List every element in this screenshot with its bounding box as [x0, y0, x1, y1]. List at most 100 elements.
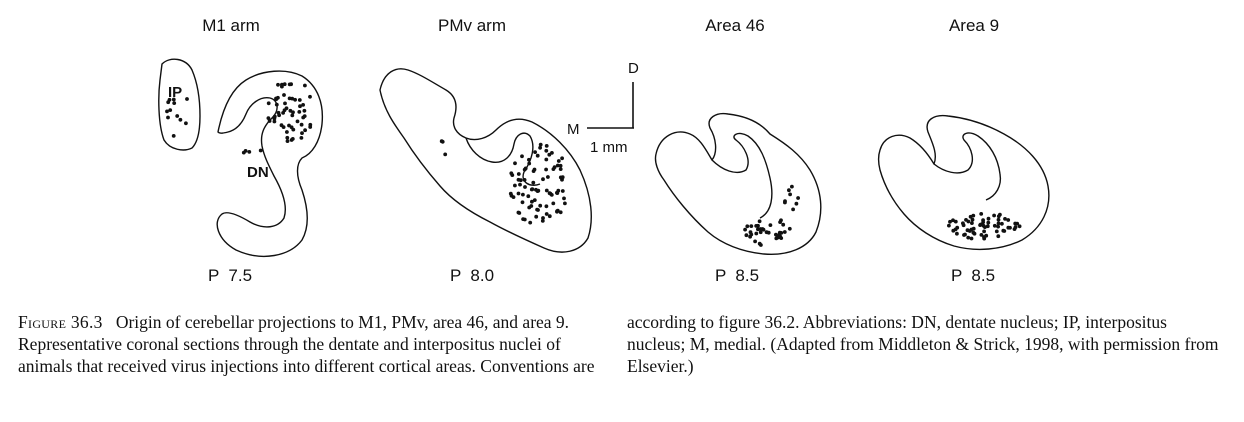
m1-dn-neuron-dot [297, 110, 302, 114]
m1-dn-neuron-dot [287, 82, 292, 87]
area46-dn-neuron-dot [757, 219, 762, 224]
m1-dn-lower-neuron-dot [247, 150, 252, 154]
pmv-dn-neuron-dot [520, 154, 524, 159]
area9-dn-neuron-dot [948, 219, 952, 224]
pmv-dn-neuron-dot [560, 156, 564, 161]
m1-dn-neuron-dot [300, 131, 304, 136]
area46-dn-neuron-dot [781, 222, 786, 227]
ip-label: IP [168, 84, 182, 101]
pmv-dn-lateral-neuron-dot [439, 139, 444, 144]
area46-dn-neuron-dot [774, 232, 778, 237]
pmv-dn-neuron-dot [544, 212, 549, 216]
m1-dn-neuron-dot [288, 108, 293, 113]
m1-dn-neuron-dot [282, 93, 286, 97]
dn-label: DN [247, 164, 269, 181]
m1-dn-neuron-dot [303, 128, 307, 133]
pmv-dn-neuron-dot [518, 182, 522, 187]
area9-dn-neuron-dot [968, 214, 973, 219]
m1-ip-neuron-dot [184, 121, 188, 126]
area46-dn-neuron-dot [787, 226, 792, 231]
pmv-dn-neuron-dot [555, 163, 560, 168]
pmv-dn-neuron-dot [551, 201, 556, 206]
m1-dn-neuron-dot [272, 114, 277, 119]
m1-ip-neuron-dot [185, 97, 189, 101]
m1-dn-neuron-dot [266, 101, 271, 106]
pmv-dn-neuron-dot [547, 214, 552, 219]
area46-dn-upper-neuron-dot [787, 188, 791, 193]
area46-dn-upper-neuron-dot [794, 201, 799, 206]
pmv-dn-neuron-dot [516, 191, 521, 196]
pmv-dn-neuron-dot [538, 145, 542, 150]
area9-dn-neuron-dot [996, 224, 1000, 229]
pmv-dn-neuron-dot [532, 167, 537, 172]
pmv-dn-neuron-dot [556, 159, 561, 163]
m1-ip-neuron-dot [178, 117, 183, 122]
m1-dn-neuron-dot [283, 101, 287, 106]
area46-dn-neuron-dot [779, 236, 784, 241]
pmv-dn-neuron-dot [544, 144, 549, 148]
pmv-dn-neuron-dot [538, 142, 543, 147]
pmv-dn-neuron-dot [517, 211, 522, 215]
area9-dn-neuron-dot [986, 220, 991, 225]
pmv-dn-neuron-dot [540, 219, 545, 223]
m1-dn-neuron-dot [274, 102, 279, 107]
m1-dn-neuron-dot [290, 96, 295, 101]
area46-dn-upper-neuron-dot [788, 192, 792, 197]
area9-dn-neuron-dot [996, 234, 1001, 239]
area9-dn-neuron-dot [951, 228, 956, 233]
area46-dn-neuron-dot [757, 241, 762, 246]
m1-ip-neuron-dot [168, 108, 173, 112]
m1-ip-neuron-dot [171, 134, 176, 138]
area9-fold [933, 132, 1002, 201]
area9-dn-neuron-dot [1017, 224, 1022, 229]
pmv-dn-neuron-dot [513, 183, 517, 188]
area9-dn-neuron-dot [992, 223, 997, 228]
m1-dn-neuron-dot [267, 119, 272, 123]
m1-dn-neuron-dot [274, 96, 278, 101]
pmv-dn-neuron-dot [531, 180, 536, 185]
area9-dn-neuron-dot [994, 229, 999, 234]
m1-dn-neuron-dot [282, 82, 287, 87]
pmv-dn-neuron-dot [563, 201, 567, 206]
pmv-dn-neuron-dot [558, 163, 563, 168]
pmv-dn-neuron-dot [508, 191, 513, 196]
area9-dn-neuron-dot [1000, 221, 1004, 226]
m1-dn-neuron-dot [285, 139, 290, 144]
m1-dn-neuron-dot [308, 94, 312, 99]
pmv-dn-neuron-dot [528, 220, 533, 225]
m1-dn-neuron-dot [299, 122, 304, 127]
pmv-dn-neuron-dot [547, 191, 552, 196]
area46-dn-neuron-dot [782, 230, 787, 234]
area9-dn-neuron-dot [986, 216, 991, 221]
area9-dn-neuron-dot [955, 231, 959, 236]
pmv-dn-outline [379, 68, 592, 253]
area46-dn-neuron-dot [745, 224, 750, 229]
pmv-dn-neuron-dot [523, 166, 528, 171]
m1-dn-neuron-dot [280, 82, 284, 87]
m1-dn-neuron-dot [289, 125, 294, 130]
m1-dn-neuron-dot [298, 104, 302, 109]
area46-dn-neuron-dot [768, 223, 773, 228]
m1-ip-neuron-dot [175, 114, 180, 118]
m1-dn-neuron-dot [293, 97, 297, 102]
area9-dn-neuron-dot [1002, 229, 1007, 233]
area46-dn-neuron-dot [778, 220, 782, 225]
labeled-neuron-dots [165, 82, 1022, 247]
pmv-dn-neuron-dot [535, 153, 540, 158]
level-pmv: P 8.0 [449, 266, 495, 285]
pmv-fold [465, 132, 541, 186]
pmv-dn-neuron-dot [526, 194, 531, 199]
area9-dn-neuron-dot [1015, 221, 1020, 226]
figure-drawings: IP DN D M 1 mm [158, 58, 1050, 257]
pmv-dn-neuron-dot [541, 216, 545, 220]
panel-title-area46: Area 46 [705, 16, 765, 35]
pmv-dn-neuron-dot [562, 196, 566, 201]
pmv-dn-neuron-dot [511, 195, 516, 200]
pmv-dn-neuron-dot [544, 204, 549, 209]
pmv-dn-neuron-dot [520, 200, 525, 205]
pmv-dn-neuron-dot [521, 217, 525, 222]
m1-dn-neuron-dot [295, 119, 300, 124]
pmv-dn-neuron-dot [529, 187, 534, 192]
pmv-dn-neuron-dot [558, 167, 563, 172]
pmv-dn-neuron-dot [560, 175, 565, 180]
